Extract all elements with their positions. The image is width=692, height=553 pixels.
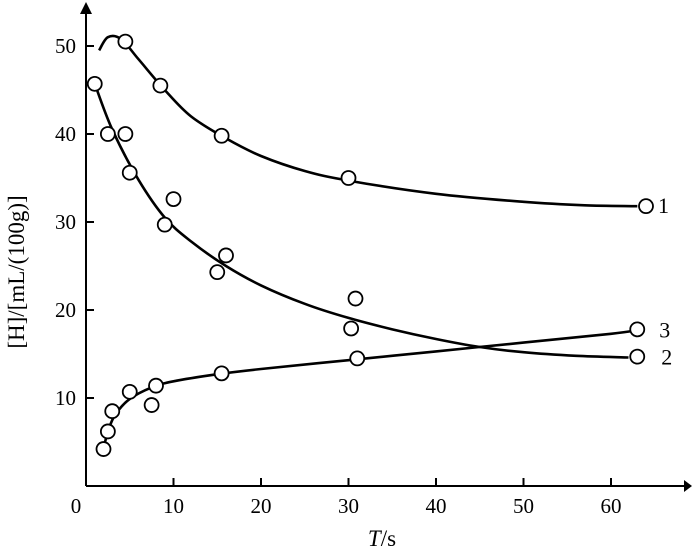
series-3-label: 3	[659, 317, 670, 342]
series-1-curve	[97, 34, 638, 208]
series-3-point	[148, 377, 164, 394]
series-2-point	[629, 348, 646, 365]
series-3-point	[143, 397, 160, 413]
y-tick-label: 10	[55, 386, 76, 410]
series-3-point	[213, 365, 230, 382]
series-3-point	[104, 403, 121, 420]
x-tick-label: 40	[426, 494, 447, 518]
x-tick-label: 20	[251, 494, 272, 518]
x-tick-label: 30	[338, 494, 359, 518]
series-2-point	[347, 290, 364, 307]
series-3-point	[629, 321, 646, 338]
series-1-point	[638, 198, 654, 215]
y-axis-title: [H]/[mL/(100g)]	[4, 195, 29, 348]
series-2-point	[99, 126, 116, 142]
series-2-point	[343, 320, 360, 337]
series-2-point	[121, 164, 138, 181]
series-2-point	[218, 247, 234, 264]
ticks: 0 10 20 30 40 50 60 10 20 30 40 50	[55, 34, 622, 518]
series-3-point	[349, 350, 366, 367]
points	[86, 33, 654, 457]
x-tick-label: 0	[71, 494, 82, 518]
series-2-point	[117, 126, 134, 142]
series-2-point	[209, 264, 226, 281]
x-axis-title-unit: /s	[381, 526, 396, 551]
x-axis-arrowhead	[684, 480, 692, 492]
x-axis-title: T/s	[368, 526, 396, 551]
y-tick-label: 40	[55, 122, 76, 146]
series-3-point	[121, 383, 138, 400]
y-tick-label: 30	[55, 210, 76, 234]
series-1-point	[152, 77, 169, 94]
series-3-point	[99, 423, 116, 440]
series-2-point	[165, 191, 182, 208]
series-1-point	[340, 170, 357, 186]
series-1-label: 1	[658, 193, 669, 218]
series-1-point	[213, 127, 230, 144]
series-3-curve	[102, 328, 638, 449]
y-axis-arrowhead	[80, 2, 92, 14]
x-tick-label: 10	[163, 494, 184, 518]
curves	[93, 34, 638, 449]
series-2-curve	[93, 83, 629, 359]
x-tick-label: 60	[601, 494, 622, 518]
x-axis-title-var: T	[368, 526, 383, 551]
series-2-label: 2	[661, 345, 672, 370]
y-tick-label: 50	[55, 34, 76, 58]
y-tick-label: 20	[55, 298, 76, 322]
series-labels: 1 2 3	[658, 193, 672, 369]
axes	[80, 2, 692, 492]
x-tick-label: 50	[513, 494, 534, 518]
series-2-point	[156, 216, 173, 233]
series-3-point	[95, 441, 112, 457]
series-2-point	[86, 75, 103, 92]
series-1-point	[117, 33, 134, 50]
